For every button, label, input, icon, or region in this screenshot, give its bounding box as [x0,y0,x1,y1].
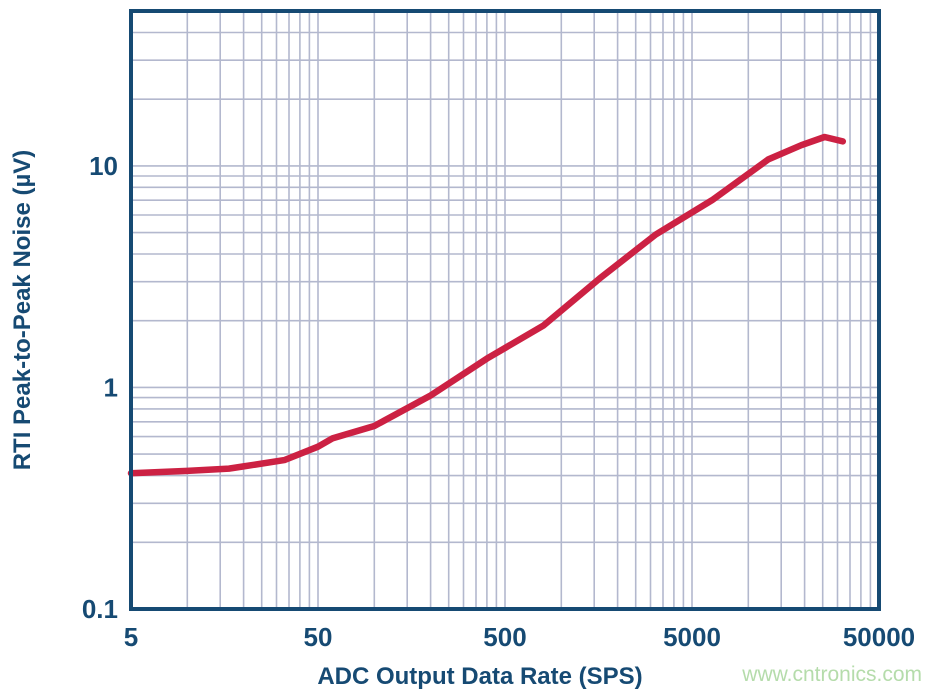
y-axis-title: RTI Peak-to-Peak Noise (µV) [9,150,36,471]
y-tick-labels: 0.1 1 10 [82,151,118,624]
y-tick-label: 0.1 [82,594,118,624]
x-tick-label: 500 [483,622,526,652]
y-tick-label: 10 [89,151,118,181]
noise-curve [127,133,847,477]
x-axis-title: ADC Output Data Rate (SPS) [317,663,642,690]
watermark: www.cntronics.com [741,663,922,686]
x-tick-label: 50 [304,622,333,652]
y-gridlines [131,31,879,544]
x-tick-label: 5 [124,622,138,652]
x-tick-label: 5000 [663,622,721,652]
x-gridlines [186,11,872,609]
x-tick-labels: 5 50 500 5000 50000 [124,622,915,652]
y-tick-label: 1 [104,372,118,402]
x-tick-label: 50000 [843,622,915,652]
plot-border [129,9,881,611]
